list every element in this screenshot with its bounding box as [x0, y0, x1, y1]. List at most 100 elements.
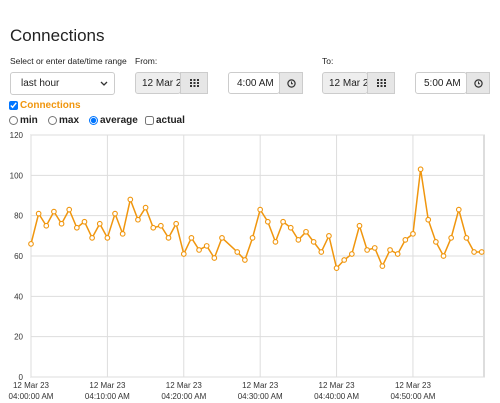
chevron	[100, 81, 108, 86]
data-point	[318, 249, 325, 255]
y-tick-label: 60	[14, 252, 23, 261]
data-point	[196, 247, 202, 253]
page-title: Connections	[10, 26, 105, 45]
data-point	[150, 224, 157, 231]
y-tick-label: 20	[14, 333, 23, 342]
data-point	[73, 224, 80, 231]
data-point	[58, 220, 65, 227]
data-point	[417, 166, 424, 173]
option[interactable]: actual	[145, 115, 185, 126]
data-point	[471, 249, 477, 255]
y-tick-label: 120	[10, 131, 24, 140]
data-point	[51, 208, 57, 215]
data-point	[119, 230, 126, 237]
to-date[interactable]: 12 Mar 23	[322, 72, 368, 94]
x-tick-date: 12 Mar 23	[89, 381, 126, 390]
data-point	[249, 235, 256, 241]
series-toggle[interactable]: Connections	[9, 100, 81, 111]
series-checkbox[interactable]	[9, 101, 18, 110]
data-point	[242, 257, 248, 263]
option[interactable]: average	[89, 115, 138, 126]
data-point	[81, 218, 88, 225]
x-tick-date: 12 Mar 23	[319, 381, 356, 390]
x-tick-label: 04:40:00 AM	[314, 392, 359, 401]
data-point	[66, 206, 73, 213]
x-tick-label: 04:00:00 AM	[9, 392, 54, 401]
option-label: average	[100, 115, 138, 126]
data-point	[165, 235, 172, 241]
data-point	[326, 232, 332, 239]
x-tick-date: 12 Mar 23	[395, 381, 432, 390]
data-point	[28, 241, 34, 247]
x-tick-date: 12 Mar 23	[166, 381, 203, 390]
calendar-button[interactable]	[180, 72, 208, 94]
option-label: actual	[156, 115, 185, 126]
clock-button[interactable]	[466, 72, 490, 94]
data-point	[440, 253, 447, 259]
range-label: Select or enter date/time range	[10, 56, 127, 66]
to-time[interactable]: 5:00 AM	[415, 72, 467, 94]
data-point	[364, 247, 370, 253]
data-point	[104, 235, 111, 241]
series-label: Connections	[20, 100, 81, 111]
calendar-icon	[376, 79, 386, 87]
data-point	[188, 235, 195, 241]
data-point	[219, 235, 225, 241]
data-point	[135, 216, 141, 223]
data-point	[127, 196, 134, 203]
data-point	[211, 255, 218, 261]
data-point	[333, 265, 340, 271]
data-point	[394, 251, 401, 257]
data-point	[180, 251, 187, 257]
radio[interactable]	[9, 116, 18, 125]
x-tick-label: 04:20:00 AM	[161, 392, 206, 401]
data-point	[356, 222, 363, 229]
data-point	[455, 206, 462, 213]
data-point	[433, 239, 439, 245]
option[interactable]: min	[9, 115, 38, 126]
data-point	[264, 218, 271, 225]
data-point	[410, 230, 416, 237]
data-point	[142, 204, 149, 211]
from-time[interactable]: 4:00 AM	[228, 72, 280, 94]
data-point	[348, 251, 355, 257]
data-point	[463, 235, 470, 241]
x-tick-date: 12 Mar 23	[242, 381, 279, 390]
clock-button[interactable]	[279, 72, 303, 94]
data-point	[295, 237, 302, 243]
data-point	[203, 243, 210, 249]
data-point	[287, 224, 294, 231]
option-label: max	[59, 115, 80, 126]
data-point	[448, 235, 455, 241]
calendar-icon	[189, 79, 199, 87]
data-point	[402, 237, 409, 243]
data-point	[158, 222, 164, 229]
x-tick-date: 12 Mar 23	[13, 381, 50, 390]
from-label: From:	[135, 56, 158, 66]
data-point	[96, 220, 103, 227]
clock-icon	[473, 78, 483, 88]
x-tick-label: 04:50:00 AM	[390, 392, 435, 401]
data-point	[43, 222, 50, 229]
radio[interactable]	[48, 116, 57, 125]
data-point	[173, 220, 179, 227]
data-point	[303, 228, 309, 235]
radio[interactable]	[89, 116, 98, 125]
clock-icon	[286, 78, 296, 88]
y-tick-label: 0	[19, 373, 24, 382]
data-point	[371, 245, 378, 251]
from-date[interactable]: 12 Mar 23	[135, 72, 181, 94]
checkbox[interactable]	[145, 116, 154, 125]
option-label: min	[20, 115, 38, 126]
data-point	[425, 216, 432, 223]
y-tick-label: 100	[10, 171, 24, 180]
y-tick-label: 80	[14, 212, 23, 221]
option[interactable]: max	[48, 115, 79, 126]
calendar-button[interactable]	[367, 72, 395, 94]
data-point	[341, 257, 348, 263]
data-point	[272, 239, 279, 245]
data-point	[310, 239, 317, 245]
range-select[interactable]: last hour	[10, 72, 115, 95]
